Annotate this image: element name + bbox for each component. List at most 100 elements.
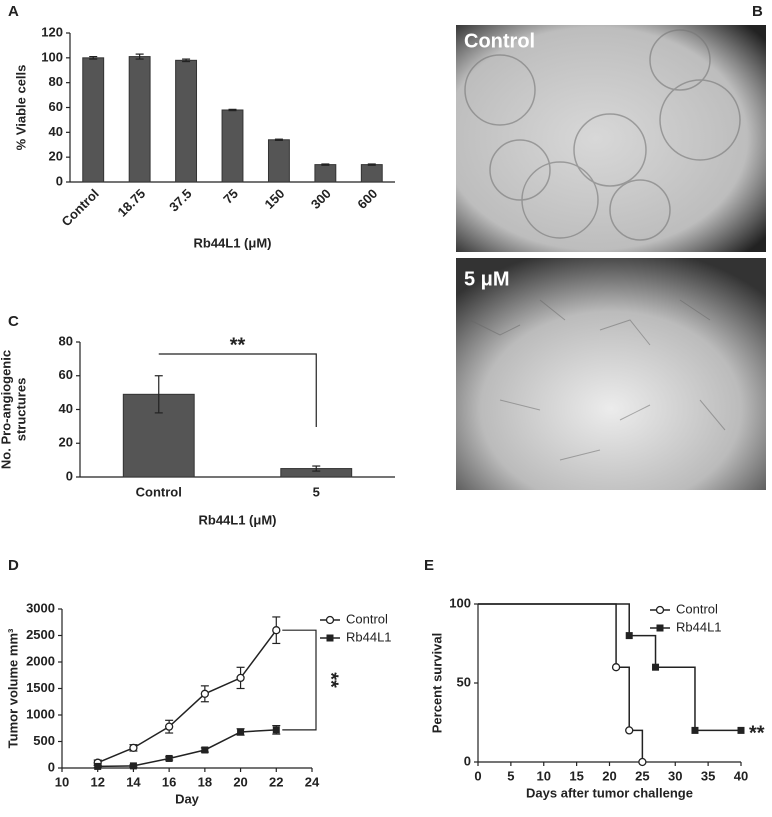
x-tick-label: 30 [668, 768, 682, 783]
annotation: ** [320, 672, 342, 688]
y-tick-label: 60 [49, 99, 63, 114]
x-tick-label: 24 [305, 774, 320, 789]
x-tick-label: 300 [308, 186, 334, 212]
y-axis-label: structures [13, 378, 28, 442]
bar [175, 59, 198, 183]
image-label: Control [464, 30, 535, 52]
y-tick-label: 50 [457, 674, 471, 689]
bar [128, 56, 151, 183]
x-tick-label: 150 [262, 186, 288, 212]
x-tick-label: 12 [90, 774, 104, 789]
x-tick-label: 40 [734, 768, 748, 783]
y-tick-label: 0 [464, 753, 471, 768]
micrograph [456, 258, 766, 490]
x-tick-label: 5 [507, 768, 514, 783]
vessel-network [464, 29, 741, 241]
bar [360, 164, 383, 183]
panel-letter: D [8, 557, 19, 574]
x-tick-label: 22 [269, 774, 283, 789]
panel-letter: E [424, 557, 434, 574]
y-tick-label: 3000 [26, 600, 55, 615]
marker [625, 726, 634, 735]
y-tick-label: 0 [48, 759, 55, 774]
x-tick-label: 35 [701, 768, 715, 783]
x-tick-label: 18 [198, 774, 212, 789]
y-tick-label: 120 [41, 24, 63, 39]
legend-label: Rb44L1 [676, 619, 722, 634]
x-axis-label: Rb44L1 (μM) [198, 512, 276, 527]
x-tick-label: 15 [569, 768, 583, 783]
marker [201, 746, 209, 754]
x-tick-label: 0 [474, 768, 481, 783]
marker [325, 615, 335, 625]
y-tick-label: 80 [49, 74, 63, 89]
y-tick-label: 20 [59, 435, 73, 450]
cell-scatter [469, 299, 726, 461]
y-axis-label: Percent survival [429, 633, 444, 733]
marker [272, 726, 280, 734]
annotation: ** [749, 723, 765, 745]
marker [655, 605, 665, 615]
panel-letter: A [8, 3, 19, 20]
x-axis-label: Days after tumor challenge [526, 785, 693, 800]
marker [737, 726, 745, 734]
legend-label: Control [346, 611, 388, 626]
annotation: ** [230, 334, 246, 356]
marker [237, 728, 245, 736]
marker [272, 626, 281, 635]
x-tick-label: 10 [55, 774, 69, 789]
bar [221, 109, 244, 183]
y-tick-label: 100 [449, 595, 471, 610]
y-tick-label: 40 [49, 124, 63, 139]
y-tick-label: 1500 [26, 680, 55, 695]
y-tick-label: 1000 [26, 706, 55, 721]
series-line [97, 629, 277, 764]
legend-label: Control [676, 601, 718, 616]
marker [165, 754, 173, 762]
x-tick-label: 14 [126, 774, 141, 789]
x-tick-label: 25 [635, 768, 649, 783]
y-tick-label: 100 [41, 49, 63, 64]
marker [200, 689, 210, 698]
marker [94, 762, 102, 770]
x-tick-label: 20 [233, 774, 247, 789]
marker [611, 663, 621, 672]
x-tick-label: 600 [354, 186, 380, 212]
x-tick-label: 5 [313, 484, 320, 499]
image-label: 5 μM [464, 268, 510, 290]
panel-letter: B [752, 3, 763, 20]
x-tick-label: 75 [220, 186, 241, 207]
x-axis-label: Rb44L1 (μM) [193, 235, 271, 250]
marker [326, 634, 334, 642]
x-tick-label: 37.5 [166, 186, 195, 215]
x-tick-label: Control [136, 484, 182, 499]
panel-letter: C [8, 313, 19, 330]
y-axis-label: % Viable cells [13, 65, 28, 151]
marker [652, 663, 660, 671]
legend-label: Rb44L1 [346, 629, 392, 644]
y-tick-label: 500 [33, 733, 55, 748]
y-tick-label: 2500 [26, 627, 55, 642]
marker [164, 722, 174, 731]
series-line [478, 603, 644, 762]
x-tick-label: 16 [162, 774, 176, 789]
significance-bracket [158, 353, 317, 427]
bar [82, 57, 105, 183]
y-tick-label: 40 [59, 401, 73, 416]
y-tick-label: 0 [66, 468, 73, 483]
bar [267, 139, 290, 183]
series-line [478, 603, 741, 732]
y-tick-label: 60 [59, 367, 73, 382]
bar [314, 164, 337, 183]
x-tick-label: 20 [602, 768, 616, 783]
x-tick-label: 18.75 [115, 186, 149, 220]
marker [691, 726, 699, 734]
marker [656, 624, 664, 632]
y-axis-label: No. Pro-angiogenic [0, 350, 13, 469]
marker [236, 673, 245, 683]
marker [638, 757, 647, 767]
y-tick-label: 80 [59, 333, 73, 348]
x-tick-label: 10 [537, 768, 551, 783]
y-tick-label: 0 [56, 173, 63, 188]
